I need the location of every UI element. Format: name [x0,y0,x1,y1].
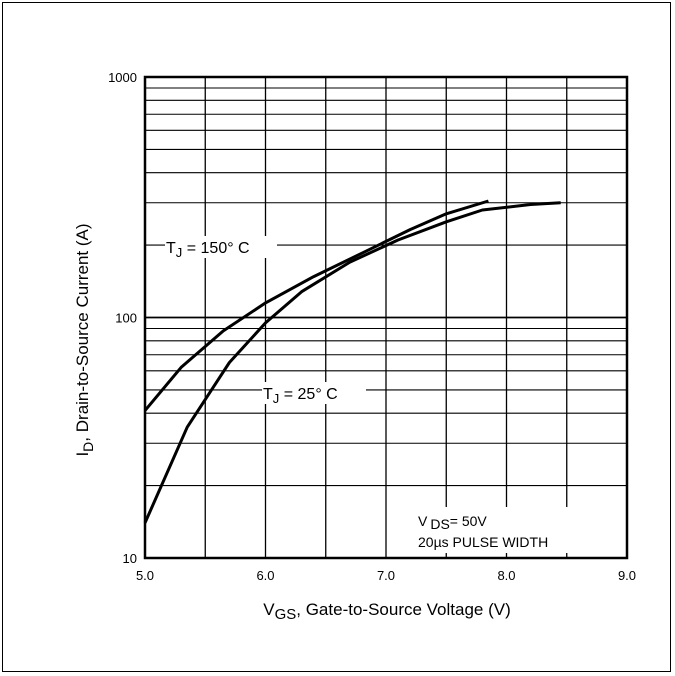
grid [145,77,627,558]
x-tick-label: 8.0 [497,568,515,583]
pulse-condition: 20µs PULSE WIDTH [418,534,548,550]
conditions-bg [414,507,612,553]
curve-label-150-main: T [166,240,176,257]
series-line-150c [143,199,489,412]
x-axis-label: VGS, Gate-to-Source Voltage (V) [263,600,511,623]
y-tick-label: 1000 [108,70,137,85]
label-150-bg [165,236,277,258]
curve-label-25-main: T [263,386,273,403]
x-axis-label-sub: GS [275,606,297,623]
vds-main: V [418,513,428,529]
label-25-bg [262,382,366,404]
series-line-25c [143,201,561,524]
y-tick-label: 100 [115,311,137,326]
curve-label-25-sub: J [273,391,280,406]
vds-condition: V DS= 50V [418,513,487,532]
curve-label-25-rest: = 25° C [279,386,337,403]
plot-border [143,75,629,560]
x-axis-label-main: V [263,600,275,619]
curve-label-150: TJ = 150° C [166,240,250,260]
curve-label-150-rest: = 150° C [182,240,249,257]
vds-rest: = 50V [450,513,488,529]
x-axis-label-rest: , Gate-to-Source Voltage (V) [296,600,511,619]
y-axis-label-sub: D [80,442,96,452]
y-axis-label-main: I [73,452,92,457]
curve-label-150-sub: J [176,245,183,260]
y-tick-label: 10 [123,551,137,566]
x-tick-label: 7.0 [377,568,395,583]
curve-label-25: TJ = 25° C [263,386,338,406]
tick-labels: 5.0 6.0 7.0 8.0 9.0 10 100 1000 [108,70,636,583]
y-axis-label-rest: , Drain-to-Source Current (A) [73,223,92,441]
curves [143,199,561,524]
x-tick-label: 9.0 [618,568,636,583]
vds-sub: DS [430,516,449,532]
y-axis-label: ID, Drain-to-Source Current (A) [73,223,96,456]
x-tick-label: 5.0 [136,568,154,583]
x-tick-label: 6.0 [256,568,274,583]
